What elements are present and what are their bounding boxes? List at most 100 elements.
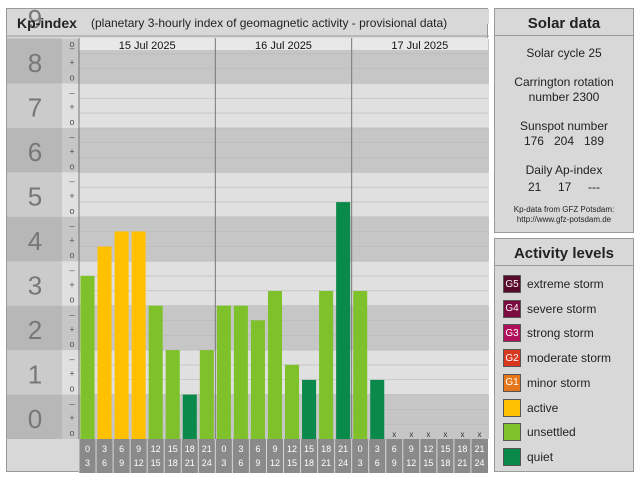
kp-bar <box>165 350 180 439</box>
slot-start-label: 0 <box>221 444 226 454</box>
legend-swatch <box>503 423 521 442</box>
slot-start-label: 0 <box>85 444 90 454</box>
y-tick-label: 7 <box>28 93 42 123</box>
slot-start-label: 18 <box>321 444 331 454</box>
y-tick-label: 0 <box>28 404 42 434</box>
missing-mark: x <box>426 430 430 439</box>
missing-mark: x <box>392 430 396 439</box>
legend-item-strong-storm: G3 strong storm <box>503 324 594 343</box>
legend-label: moderate storm <box>527 351 612 366</box>
slot-end-label: 12 <box>406 458 416 468</box>
minor-mark: – <box>69 265 74 275</box>
slot-end-label: 15 <box>151 458 161 468</box>
minor-mark: + <box>69 58 74 68</box>
slot-start-label: 6 <box>392 444 397 454</box>
slot-end-label: 9 <box>392 458 397 468</box>
slot-end-label: 3 <box>221 458 226 468</box>
slot-start-label: 21 <box>338 444 348 454</box>
minor-mark: – <box>69 398 74 408</box>
y-tick-label: 1 <box>28 359 42 389</box>
y-tick-label: 8 <box>28 48 42 78</box>
legend-swatch: G1 <box>503 373 521 392</box>
activity-title-bar: Activity levels <box>495 239 633 266</box>
minor-mark: o <box>69 206 74 216</box>
slot-start-label: 15 <box>304 444 314 454</box>
slot-start-label: 3 <box>375 444 380 454</box>
legend-label: unsettled <box>527 425 576 440</box>
solar-data-panel: Solar data Solar cycle 25 Carrington rot… <box>494 8 634 233</box>
slot-start-label: 3 <box>102 444 107 454</box>
slot-end-label: 24 <box>474 458 484 468</box>
minor-mark: o <box>69 250 74 260</box>
slot-start-label: 12 <box>287 444 297 454</box>
slot-start-label: 12 <box>151 444 161 454</box>
legend-item-extreme-storm: G5 extreme storm <box>503 275 604 293</box>
slot-end-label: 3 <box>358 458 363 468</box>
legend-item-minor-storm: G1 minor storm <box>503 373 591 392</box>
minor-mark: + <box>69 413 74 423</box>
source-link[interactable]: http://www.gfz-potsdam.de <box>516 215 612 224</box>
carrington-line-2: number 2300 <box>528 90 600 104</box>
chart-header-bg <box>7 9 489 24</box>
minor-mark: o <box>69 428 74 438</box>
legend-item-unsettled: unsettled <box>503 423 576 442</box>
carrington-line-1: Carrington rotation <box>514 75 614 89</box>
kp-bar <box>267 291 282 439</box>
slot-end-label: 6 <box>375 458 380 468</box>
missing-mark: x <box>409 430 413 439</box>
solar-title-bar: Solar data <box>495 9 633 36</box>
slot-end-label: 3 <box>85 458 90 468</box>
y-number-column <box>7 38 62 439</box>
y-tick-label: 5 <box>28 182 42 212</box>
y-tick-label: 3 <box>28 270 42 300</box>
minor-mark: + <box>69 369 74 379</box>
legend-label: minor storm <box>527 375 591 390</box>
legend-label: severe storm <box>527 301 597 316</box>
slot-end-label: 18 <box>168 458 178 468</box>
slot-end-label: 21 <box>457 458 467 468</box>
legend-label: extreme storm <box>527 277 604 291</box>
minor-mark: – <box>69 354 74 364</box>
slot-end-label: 18 <box>304 458 314 468</box>
date-row-bg <box>79 38 488 50</box>
legend-swatch: G3 <box>503 324 521 343</box>
slot-start-label: 9 <box>272 444 277 454</box>
kp-subtitle: (planetary 3-hourly index of geomagnetic… <box>91 16 448 30</box>
legend-swatch <box>503 447 521 466</box>
slot-end-label: 24 <box>202 458 212 468</box>
kp-bar <box>302 379 317 439</box>
slot-start-label: 12 <box>423 444 433 454</box>
minor-mark: + <box>69 324 74 334</box>
minor-mark: + <box>69 191 74 201</box>
minor-mark: + <box>69 235 74 245</box>
slot-start-label: 6 <box>119 444 124 454</box>
slot-start-label: 3 <box>238 444 243 454</box>
slot-start-label: 21 <box>474 444 484 454</box>
minor-mark: + <box>69 102 74 112</box>
legend-swatch: G5 <box>503 275 521 293</box>
kp-bar <box>114 231 129 439</box>
slot-end-label: 24 <box>338 458 348 468</box>
legend-label: strong storm <box>527 326 594 341</box>
minor-mark: – <box>69 221 74 231</box>
legend-swatch <box>503 398 521 417</box>
legend-swatch: G2 <box>503 349 521 368</box>
kp-band <box>7 127 489 173</box>
slot-end-label: 21 <box>185 458 195 468</box>
legend-swatch: G4 <box>503 299 521 318</box>
slot-end-label: 21 <box>321 458 331 468</box>
kp-bar <box>285 364 300 439</box>
slot-end-label: 9 <box>255 458 260 468</box>
slot-start-label: 18 <box>457 444 467 454</box>
slot-start-label: 0 <box>358 444 363 454</box>
minor-mark: – <box>69 43 74 53</box>
solar-title: Solar data <box>527 15 601 32</box>
y-tick-label: 6 <box>28 137 42 167</box>
slot-end-label: 9 <box>119 458 124 468</box>
solar-cycle: Solar cycle 25 <box>526 46 602 60</box>
kp-bar <box>216 305 231 439</box>
kp-band <box>7 83 489 128</box>
slot-start-label: 15 <box>440 444 450 454</box>
minor-mark: + <box>69 280 74 290</box>
